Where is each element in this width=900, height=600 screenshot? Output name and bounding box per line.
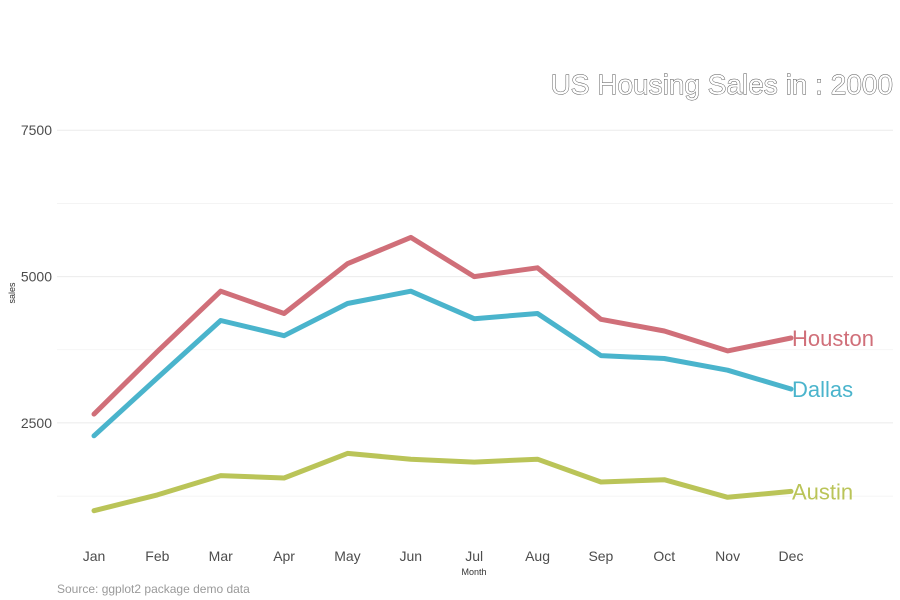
y-tick-label: 7500 [21,122,52,138]
series-label-dallas: Dallas [792,377,853,402]
series-label-austin: Austin [792,479,853,504]
x-tick-label: Jul [465,548,483,564]
x-tick-label: Jan [83,548,106,564]
x-tick-label: Dec [779,548,804,564]
x-tick-label: May [334,548,360,564]
chart-caption: Source: ggplot2 package demo data [57,582,250,596]
series-labels: Houston Dallas Austin [792,326,874,504]
series-line-houston [91,234,794,417]
x-tick-label: Aug [525,548,550,564]
x-tick-label: Nov [715,548,740,564]
x-tick-label: Mar [209,548,233,564]
y-tick-label: 2500 [21,415,52,431]
x-tick-label: Jun [400,548,423,564]
y-axis-title: sales [7,282,17,304]
x-tick-label: Sep [588,548,613,564]
y-axis-ticks: 2500 5000 7500 [21,122,52,431]
y-tick-label: 5000 [21,269,52,285]
series-line-dallas [91,288,794,439]
x-tick-label: Feb [145,548,169,564]
series-line-austin [91,450,794,514]
chart-title: US Housing Sales in : 2000 [551,69,893,100]
x-tick-label: Oct [653,548,675,564]
x-axis-title: Month [461,567,486,577]
series-label-houston: Houston [792,326,874,351]
x-tick-label: Apr [273,548,295,564]
x-axis-ticks: Jan Feb Mar Apr May Jun Jul Aug Sep Oct Nov Dec [83,548,804,564]
series-lines [91,234,794,514]
gridlines [57,129,893,497]
